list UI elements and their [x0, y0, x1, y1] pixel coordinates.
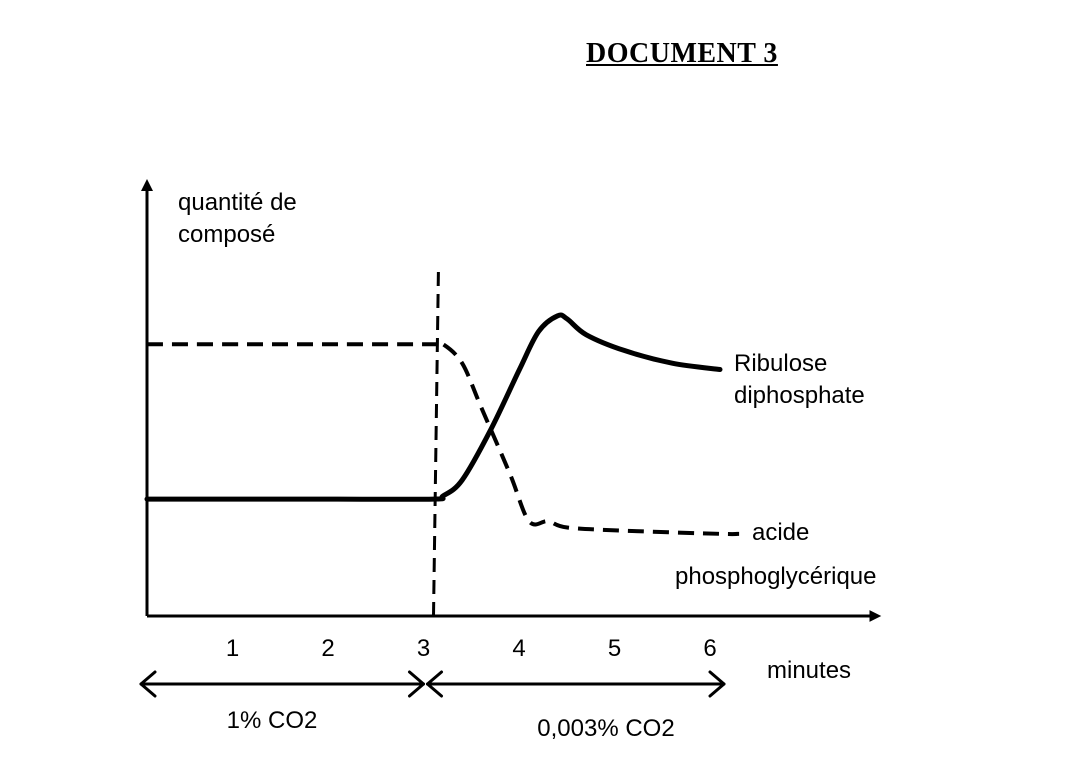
- y-axis-label-line-2: composé: [178, 221, 275, 248]
- document-title: DOCUMENT 3: [586, 38, 778, 69]
- series-line-acide-phosphoglycerique: [146, 340, 740, 537]
- labels-layer: quantité de composé 1 2 3 4 5 6 minutes Ribulose d…: [178, 189, 876, 742]
- period-arrow-1: [139, 670, 425, 698]
- x-tick-label-3: 3: [417, 635, 430, 662]
- x-tick-label-2: 2: [321, 635, 334, 662]
- period-arrow-right-head: [708, 670, 726, 698]
- x-tick-label-5: 5: [608, 635, 621, 662]
- period-arrow-right-head: [408, 670, 425, 698]
- period-arrow-left-head: [426, 670, 443, 698]
- axes-layer: [141, 179, 882, 622]
- y-axis-label-line-1: quantité de: [178, 189, 297, 216]
- x-tick-label-1: 1: [226, 635, 239, 662]
- co2-change-dashed-line: [432, 264, 440, 617]
- series-label-phosphoglycerique: phosphoglycérique: [675, 563, 876, 590]
- marks-layer: [139, 312, 740, 698]
- series-label-ribulose: Ribulose: [734, 350, 827, 377]
- x-tick-label-4: 4: [512, 635, 525, 662]
- period-arrow-2: [426, 670, 726, 698]
- period-arrow-left-head: [139, 670, 157, 698]
- period-label-0003-percent-co2: 0,003% CO2: [537, 715, 674, 742]
- x-axis-label: minutes: [767, 657, 851, 684]
- period-label-1-percent-co2: 1% CO2: [227, 707, 318, 734]
- series-label-diphosphate: diphosphate: [734, 382, 865, 409]
- x-tick-label-6: 6: [703, 635, 716, 662]
- series-line-ribulose-diphosphate: [144, 312, 723, 502]
- series-label-acide: acide: [752, 519, 809, 546]
